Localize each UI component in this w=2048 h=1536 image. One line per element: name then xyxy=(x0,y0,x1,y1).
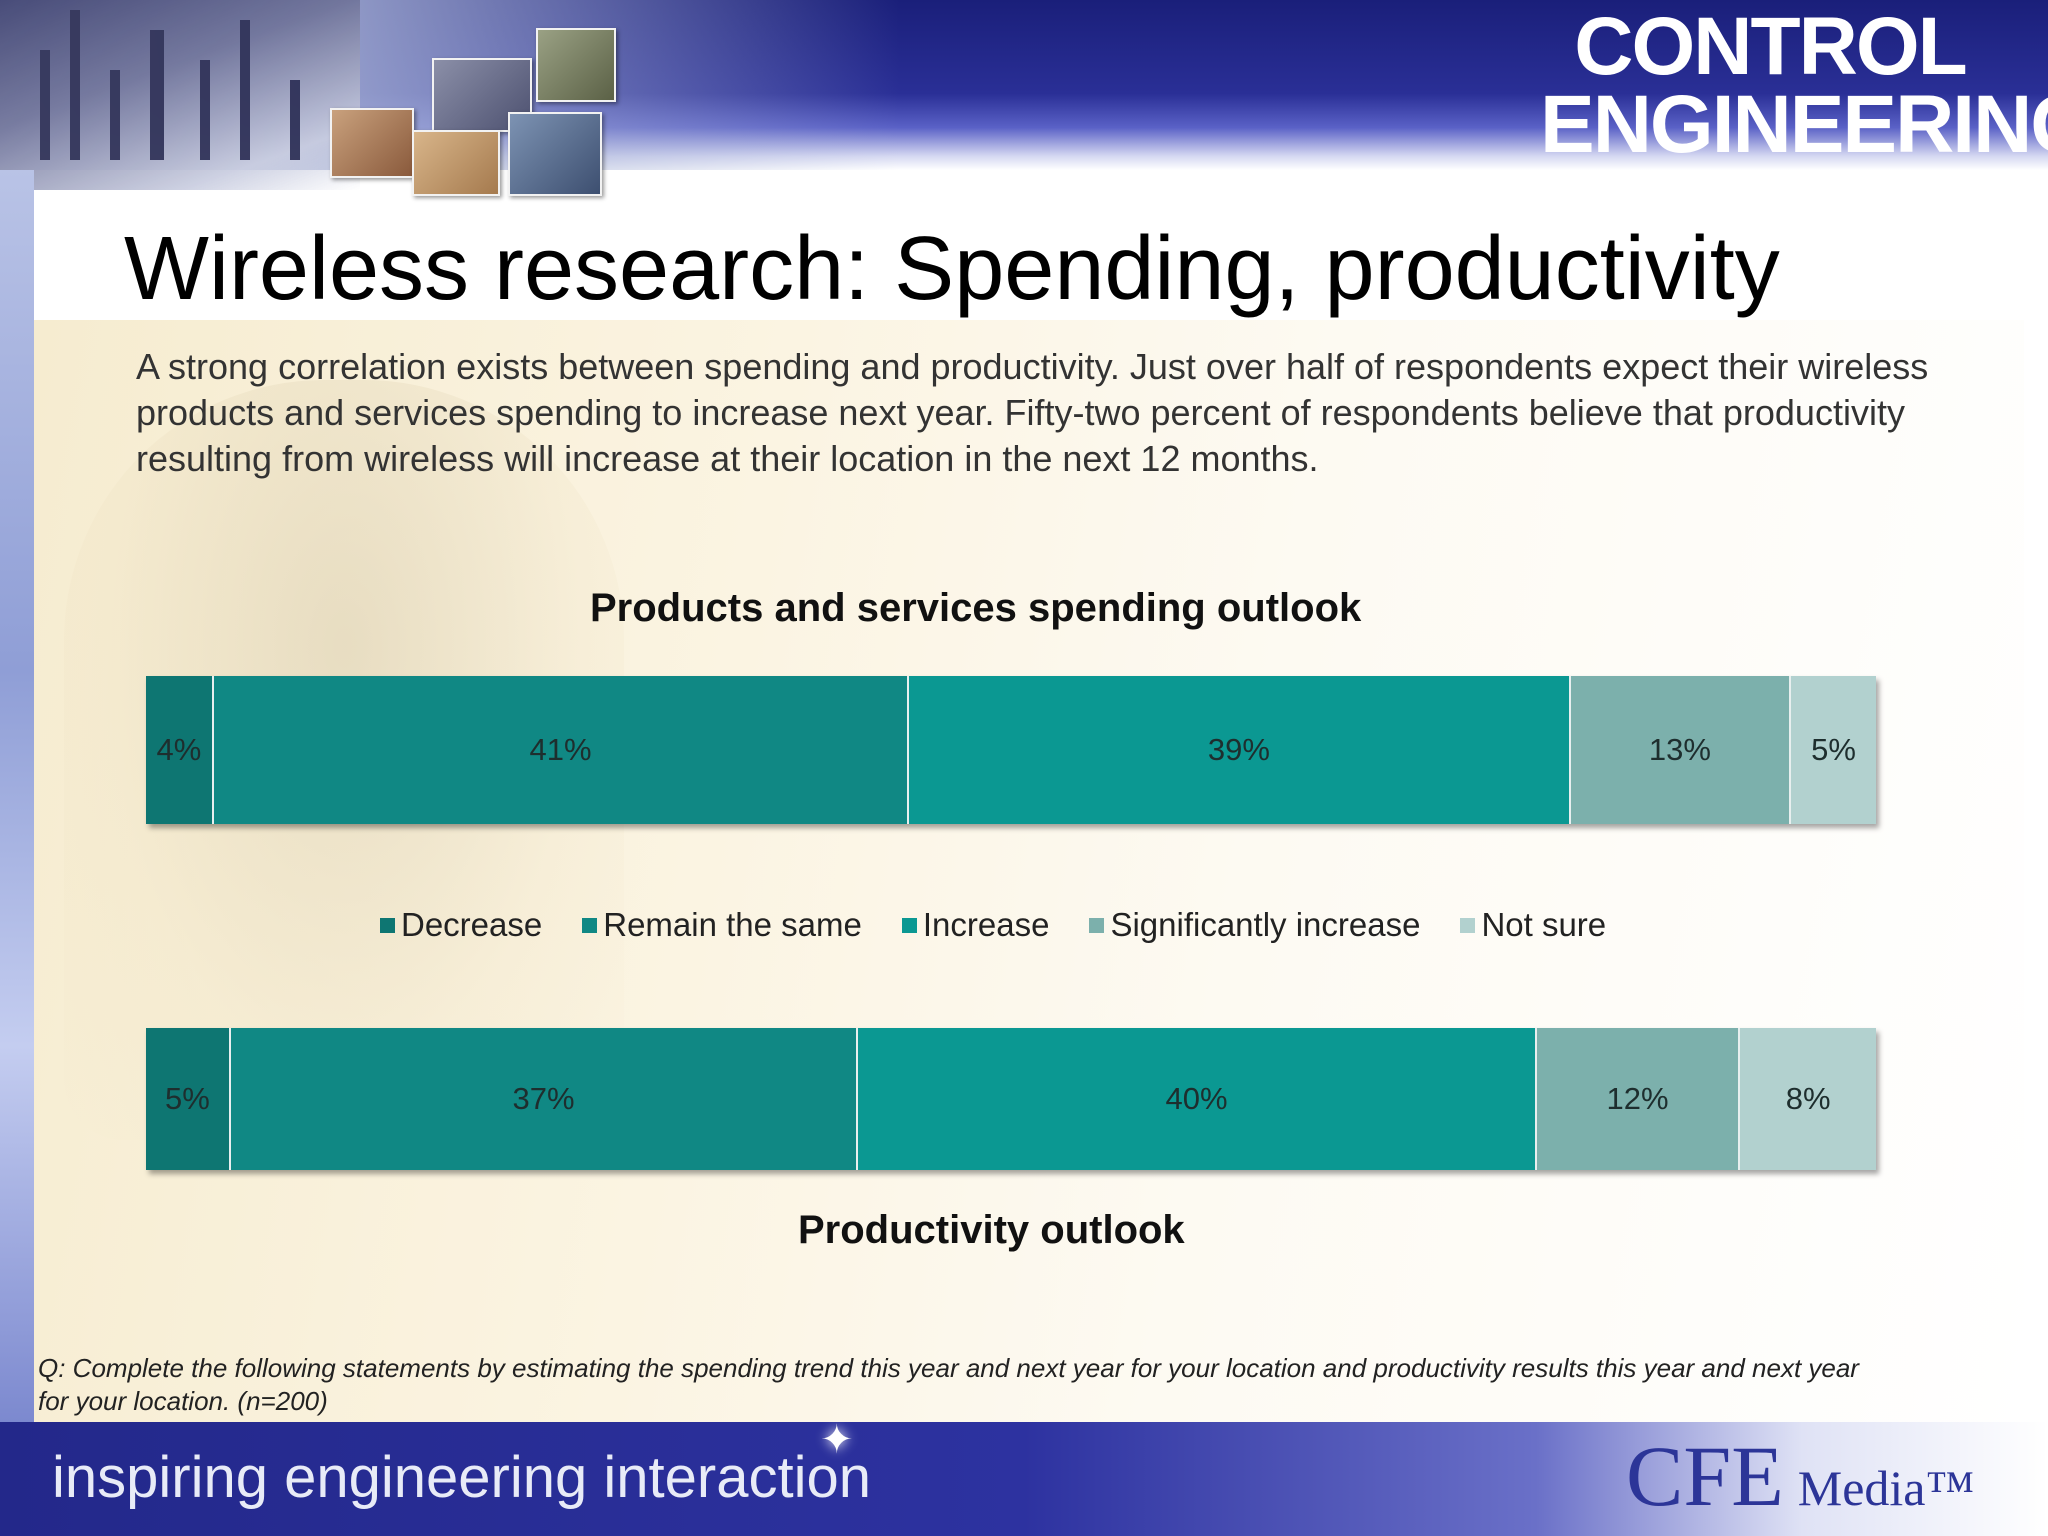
spending-stacked-bar: 4% 41% 39% 13% 5% xyxy=(146,676,1876,824)
spending-chart-title: Products and services spending outlook xyxy=(590,586,1362,630)
legend-swatch xyxy=(1460,917,1476,933)
chart-legend: Decrease Remain the same Increase Significa… xyxy=(380,906,1606,944)
cfe-logo-small: Media™ xyxy=(1797,1460,1975,1516)
bar-segment-increase: 40% xyxy=(858,1028,1537,1170)
legend-swatch xyxy=(901,917,917,933)
legend-swatch xyxy=(1089,917,1105,933)
photo-tile-circuit xyxy=(330,108,414,178)
legend-label: Remain the same xyxy=(603,906,862,943)
footer-band xyxy=(0,1422,2048,1536)
legend-label: Increase xyxy=(922,906,1050,943)
legend-item-significantly-increase: Significantly increase xyxy=(1089,906,1420,944)
left-decorative-strip xyxy=(0,170,34,1422)
bar-segment-remain-the-same: 41% xyxy=(213,676,910,824)
photo-tile-robotics xyxy=(508,112,602,196)
legend-swatch xyxy=(582,917,598,933)
legend-item-increase: Increase xyxy=(901,906,1050,944)
productivity-chart-title: Productivity outlook xyxy=(798,1208,1185,1252)
cfe-media-logo: CFE Media™ xyxy=(1626,1426,1974,1526)
legend-swatch xyxy=(380,917,395,933)
legend-label: Decrease xyxy=(401,906,543,943)
bar-segment-significantly-increase: 12% xyxy=(1536,1028,1741,1170)
bar-segment-increase: 39% xyxy=(909,676,1571,824)
header-photo-collage xyxy=(0,0,640,210)
photo-tile-worker xyxy=(536,28,616,102)
slide-title: Wireless research: Spending, productivit… xyxy=(124,219,1780,319)
bar-segment-not-sure: 5% xyxy=(1791,676,1876,824)
legend-item-decrease: Decrease xyxy=(380,906,542,944)
bar-segment-not-sure: 8% xyxy=(1740,1028,1876,1170)
sparkle-icon: ✦ xyxy=(820,1418,854,1462)
bar-segment-significantly-increase: 13% xyxy=(1570,676,1792,824)
survey-footnote: Q: Complete the following statements by … xyxy=(38,1353,1859,1416)
refinery-skyline-image xyxy=(0,0,360,190)
bar-segment-remain-the-same: 37% xyxy=(230,1028,859,1170)
productivity-stacked-bar: 5% 37% 40% 12% 8% xyxy=(146,1028,1876,1170)
footer-tagline: inspiring engineering interaction xyxy=(52,1445,871,1510)
bar-segment-decrease: 5% xyxy=(146,1028,231,1170)
photo-tile-blueprint xyxy=(412,130,500,196)
legend-label: Not sure xyxy=(1481,906,1607,943)
control-engineering-logo: CONTROL ENGINEERING xyxy=(1540,1,2048,166)
legend-item-remain-the-same: Remain the same xyxy=(582,906,862,944)
content-background xyxy=(34,320,2024,1422)
logo-line-2: ENGINEERING xyxy=(1540,78,2048,170)
logo-line-1: CONTROL xyxy=(1574,1,1967,92)
bar-segment-decrease: 4% xyxy=(146,676,214,824)
intro-paragraph: A strong correlation exists between spen… xyxy=(136,346,1929,479)
legend-label: Significantly increase xyxy=(1110,906,1421,943)
cfe-logo-big: CFE xyxy=(1626,1428,1784,1524)
legend-item-not-sure: Not sure xyxy=(1460,906,1606,944)
